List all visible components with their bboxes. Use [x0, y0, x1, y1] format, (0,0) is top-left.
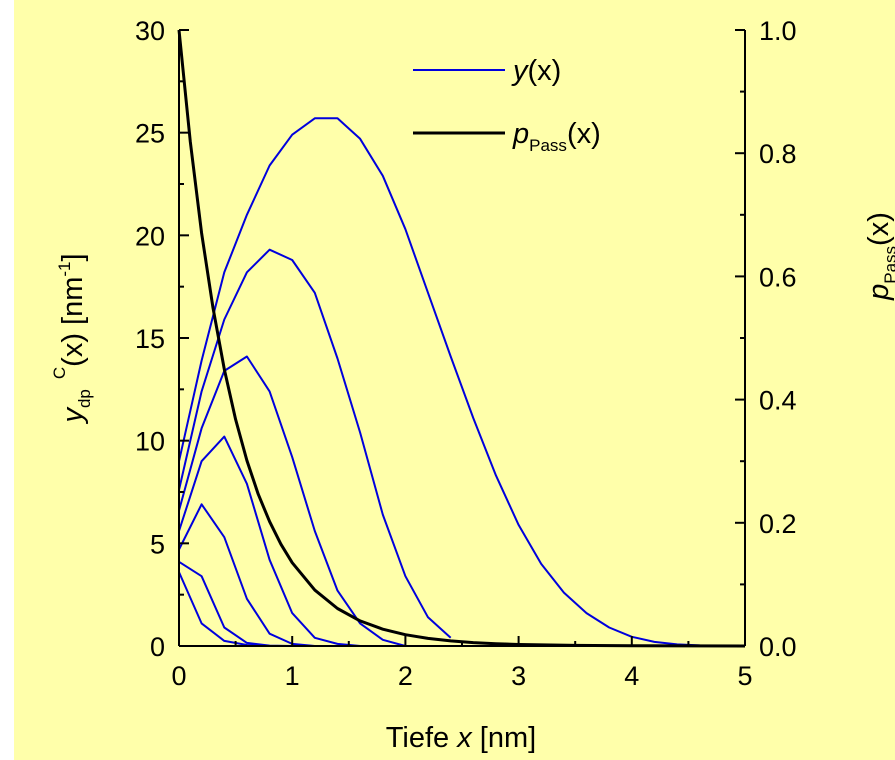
y-right-tick-label: 0.8 — [759, 139, 797, 169]
x-tick-label: 4 — [624, 661, 639, 691]
x-tick-label: 0 — [171, 661, 186, 691]
series-line-y-6 — [178, 117, 746, 647]
y-right-tick-label: 0.2 — [759, 509, 797, 539]
axes: 0 1 2 3 4 5 0 5 10 15 20 25 30 0.0 0.2 0.4 0.6 0.8 1.0 — [135, 16, 797, 691]
y-left-tick-label: 10 — [135, 427, 165, 457]
legend: y(x) pPass(x) — [413, 55, 601, 155]
y-right-axis-title: pPass(x) — [863, 212, 895, 301]
y-right-tick-label: 0.6 — [759, 262, 797, 292]
y-left-tick-label: 30 — [135, 16, 165, 46]
y-left-tick-label: 5 — [150, 529, 165, 559]
x-axis-title: Tiefe x [nm] — [386, 722, 536, 754]
x-tick-label: 1 — [285, 661, 300, 691]
chart-background — [14, 0, 895, 760]
y-left-axis-title: ydpC(x) [nm-1] — [50, 253, 94, 424]
y-left-tick-label: 0 — [150, 632, 165, 662]
y-left-tick-label: 25 — [135, 119, 165, 149]
series-line-y-5 — [178, 248, 452, 639]
y-right-tick-label: 1.0 — [759, 16, 797, 46]
x-tick-label: 2 — [398, 661, 413, 691]
series-line-y-3 — [178, 435, 361, 647]
y-right-tick-label: 0.0 — [759, 632, 797, 662]
x-tick-label: 5 — [737, 661, 752, 691]
series-line-y-4 — [178, 355, 406, 647]
series-line-p-pass — [177, 29, 746, 648]
y-right-tick-label: 0.4 — [759, 386, 797, 416]
legend-label-p-pass: pPass(x) — [512, 118, 601, 155]
x-tick-label: 3 — [511, 661, 526, 691]
y-left-tick-label: 15 — [135, 324, 165, 354]
plot-lines — [177, 29, 746, 648]
legend-label-y: y(x) — [511, 55, 561, 87]
y-left-tick-label: 20 — [135, 221, 165, 251]
